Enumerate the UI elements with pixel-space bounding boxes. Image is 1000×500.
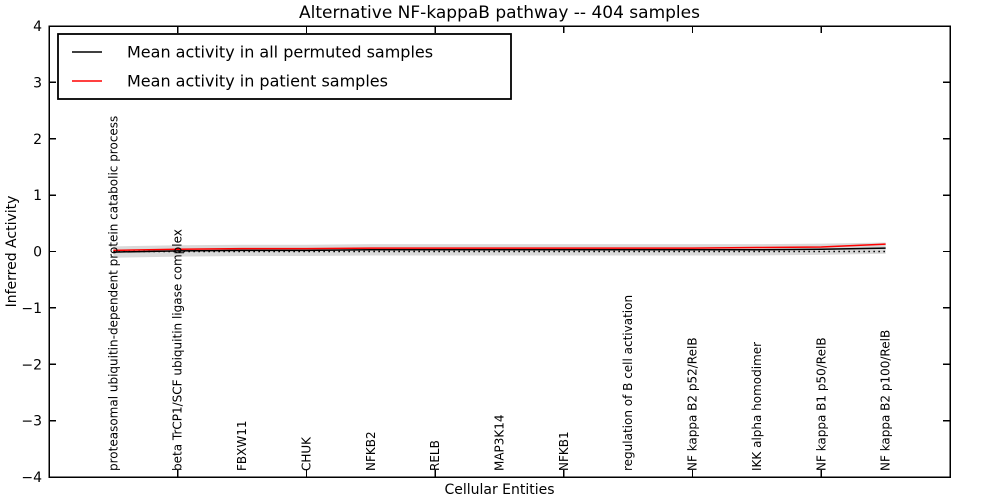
y-tick-label: 0 bbox=[33, 245, 42, 261]
y-tick-label: −1 bbox=[21, 301, 42, 317]
y-tick-label: 2 bbox=[33, 132, 42, 148]
y-tick-label: 4 bbox=[33, 19, 42, 35]
x-entity-label: FBXW11 bbox=[235, 421, 249, 472]
y-tick-label: 3 bbox=[33, 75, 42, 91]
x-entity-label: NF kappa B2 p52/RelB bbox=[686, 337, 700, 471]
legend-box bbox=[57, 33, 512, 100]
x-entity-label: NFKB2 bbox=[364, 431, 378, 471]
x-entity-label: MAP3K14 bbox=[493, 414, 507, 471]
x-entity-label: RELB bbox=[428, 440, 442, 471]
legend-label: Mean activity in all permuted samples bbox=[127, 43, 433, 62]
chart-title: Alternative NF-kappaB pathway -- 404 sam… bbox=[299, 3, 700, 23]
x-entity-label: IKK alpha homodimer bbox=[750, 342, 764, 471]
x-entity-label: NFKB1 bbox=[557, 431, 571, 471]
legend-label: Mean activity in patient samples bbox=[127, 72, 388, 91]
x-entity-label: proteasomal ubiquitin-dependent protein … bbox=[106, 116, 120, 471]
x-entity-label: regulation of B cell activation bbox=[621, 295, 635, 471]
y-tick-label: −4 bbox=[21, 470, 42, 486]
x-axis-label: Cellular Entities bbox=[444, 482, 554, 498]
patient-mean-line bbox=[113, 243, 886, 252]
x-entity-label: NF kappa B1 p50/RelB bbox=[814, 337, 828, 471]
permuted-mean-line bbox=[113, 247, 886, 253]
x-entity-label: CHUK bbox=[299, 436, 313, 471]
x-entity-label: beta TrCP1/SCF ubiquitin ligase complex bbox=[171, 229, 185, 471]
y-tick-label: 1 bbox=[33, 188, 42, 204]
y-axis-label: Inferred Activity bbox=[4, 196, 20, 308]
y-tick-label: −3 bbox=[21, 414, 42, 430]
y-tick-label: −2 bbox=[21, 357, 42, 373]
x-entity-label: NF kappa B2 p100/RelB bbox=[879, 330, 893, 471]
